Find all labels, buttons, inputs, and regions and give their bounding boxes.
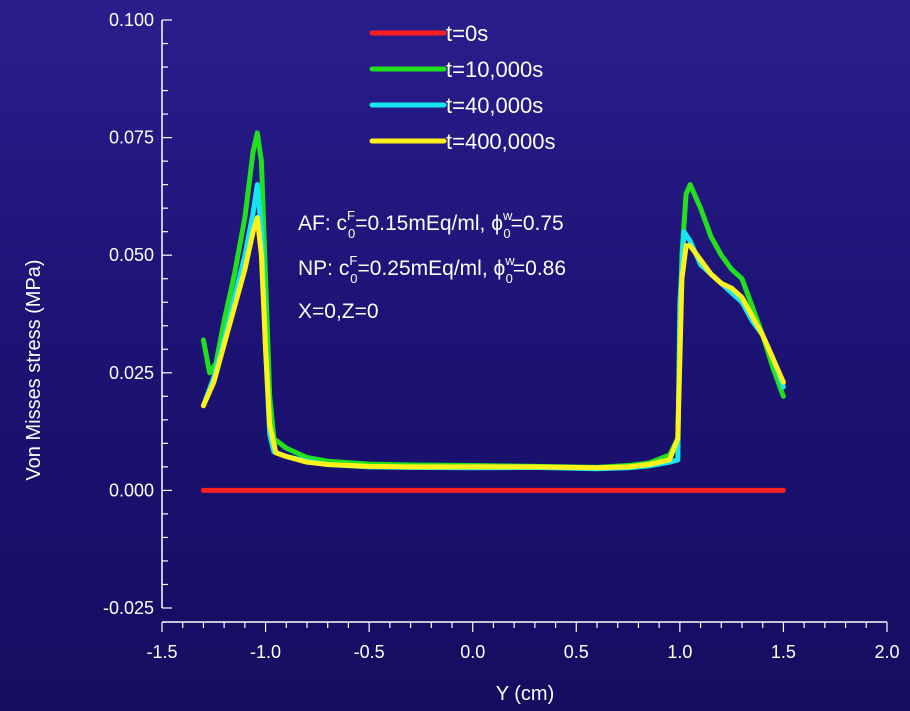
- axes: -0.025 0.000 0.025 0.050 0.075 0.100 -1.5 -1.0 -…: [103, 10, 900, 662]
- legend-label-3: t=400,000s: [446, 129, 555, 154]
- x-tick-label: -1.5: [146, 642, 177, 662]
- series-line-1: [200, 130, 786, 470]
- annotation-np: NP: cF 0=0.25mEq/ml, ϕw 0=0.86: [298, 253, 566, 286]
- y-tick-label: 0.050: [109, 245, 154, 265]
- x-tick-label: 1.5: [771, 642, 796, 662]
- legend-label-1: t=10,000s: [446, 57, 543, 82]
- y-tick-label: 0.100: [109, 10, 154, 30]
- x-tick-label: 1.0: [667, 642, 692, 662]
- legend-label-2: t=40,000s: [446, 93, 543, 118]
- annotation-af: AF: cF 0=0.15mEq/ml, ϕw 0=0.75: [298, 208, 564, 241]
- y-tick-label: 0.000: [109, 480, 154, 500]
- series-line-3: [200, 215, 786, 471]
- x-tick-label: 0.0: [460, 642, 485, 662]
- x-tick-label: 0.5: [564, 642, 589, 662]
- annotation-position: X=0,Z=0: [298, 300, 379, 323]
- y-tick-label: 0.075: [109, 128, 154, 148]
- x-tick-label: 2.0: [874, 642, 899, 662]
- legend-label-0: t=0s: [446, 21, 488, 46]
- series-layer: [200, 130, 786, 493]
- y-tick-label: -0.025: [103, 598, 154, 618]
- x-axis-title: Y (cm): [496, 683, 555, 705]
- x-tick-label: -0.5: [354, 642, 385, 662]
- y-axis-title: Von Misses stress (MPa): [23, 259, 45, 480]
- y-tick-label: 0.025: [109, 363, 154, 383]
- legend: t=0s t=10,000s t=40,000s t=400,000s: [369, 21, 555, 154]
- x-tick-label: -1.0: [250, 642, 281, 662]
